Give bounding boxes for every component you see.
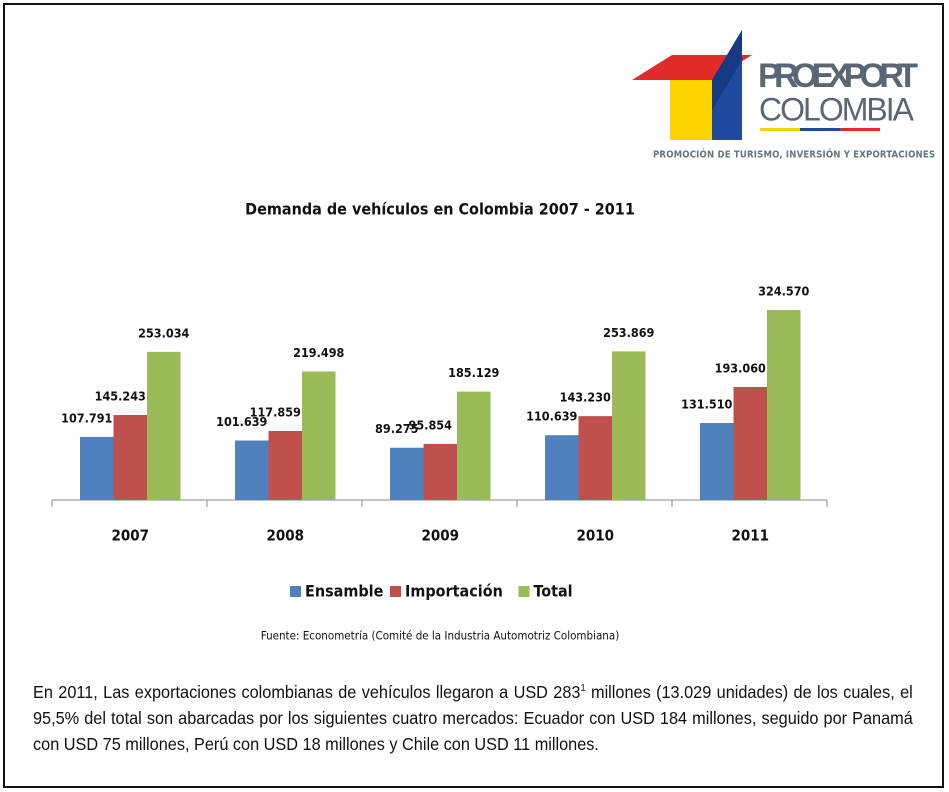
bar — [767, 310, 801, 500]
logo-stripe — [840, 128, 880, 131]
logo: PROEXPORT COLOMBIA PROMOCIÓN DE TURISMO,… — [632, 30, 935, 161]
bar — [80, 436, 114, 500]
legend-label: Total — [534, 582, 573, 601]
bar — [457, 391, 491, 500]
bar — [700, 423, 734, 500]
logo-tagline: PROMOCIÓN DE TURISMO, INVERSIÓN Y EXPORT… — [653, 149, 935, 161]
data-label: 253.034 — [138, 325, 189, 340]
logo-stripe — [800, 128, 840, 131]
legend-swatch — [390, 586, 401, 597]
data-label: 143.230 — [560, 390, 611, 405]
data-label: 185.129 — [448, 365, 499, 380]
legend-swatch — [290, 586, 301, 597]
bar — [423, 443, 457, 500]
chart-title: Demanda de vehículos en Colombia 2007 - … — [245, 200, 635, 219]
x-tick-label: 2011 — [731, 527, 769, 545]
bar — [612, 351, 646, 500]
logo-name: PROEXPORT — [758, 57, 918, 95]
bar — [302, 371, 336, 500]
data-label: 95.854 — [409, 417, 453, 432]
x-tick-label: 2009 — [421, 527, 459, 545]
bar — [733, 386, 767, 500]
data-label: 193.060 — [715, 360, 766, 375]
bar — [268, 431, 302, 500]
data-label: 253.869 — [603, 325, 654, 340]
paragraph-text: En 2011, Las exportaciones colombianas d… — [33, 681, 581, 702]
data-label: 131.510 — [681, 397, 732, 412]
x-tick-label: 2007 — [111, 527, 149, 545]
logo-stripe — [760, 128, 800, 131]
paragraph: En 2011, Las exportaciones colombianas d… — [33, 676, 913, 757]
data-label: 324.570 — [758, 284, 809, 299]
data-label: 110.639 — [526, 409, 577, 424]
logo-yellow — [670, 80, 712, 140]
bar — [147, 351, 181, 500]
data-label: 117.859 — [250, 405, 301, 420]
logo-blue-dark — [712, 30, 742, 110]
data-label: 107.791 — [61, 410, 112, 425]
data-label: 219.498 — [293, 345, 344, 360]
bar — [578, 416, 612, 500]
bar — [545, 435, 579, 500]
data-label: 145.243 — [95, 388, 146, 403]
bar — [235, 440, 269, 500]
footnote-mark: 1 — [580, 683, 586, 694]
logo-country: COLOMBIA — [759, 91, 917, 127]
legend-label: Ensamble — [305, 582, 384, 601]
legend-swatch — [518, 586, 530, 597]
data-label: 89.275 — [375, 421, 419, 436]
source: Fuente: Econometría (Comité de la Indust… — [261, 629, 619, 643]
legend-label: Importación — [405, 582, 503, 601]
bar — [113, 414, 147, 500]
bar — [390, 447, 424, 500]
page-border — [3, 3, 944, 788]
data-label: 101.639 — [216, 414, 267, 429]
paragraph-text: millones (13.029 unidades) de los cuales… — [33, 681, 913, 754]
x-tick-label: 2010 — [576, 527, 614, 545]
x-tick-label: 2008 — [266, 527, 304, 545]
